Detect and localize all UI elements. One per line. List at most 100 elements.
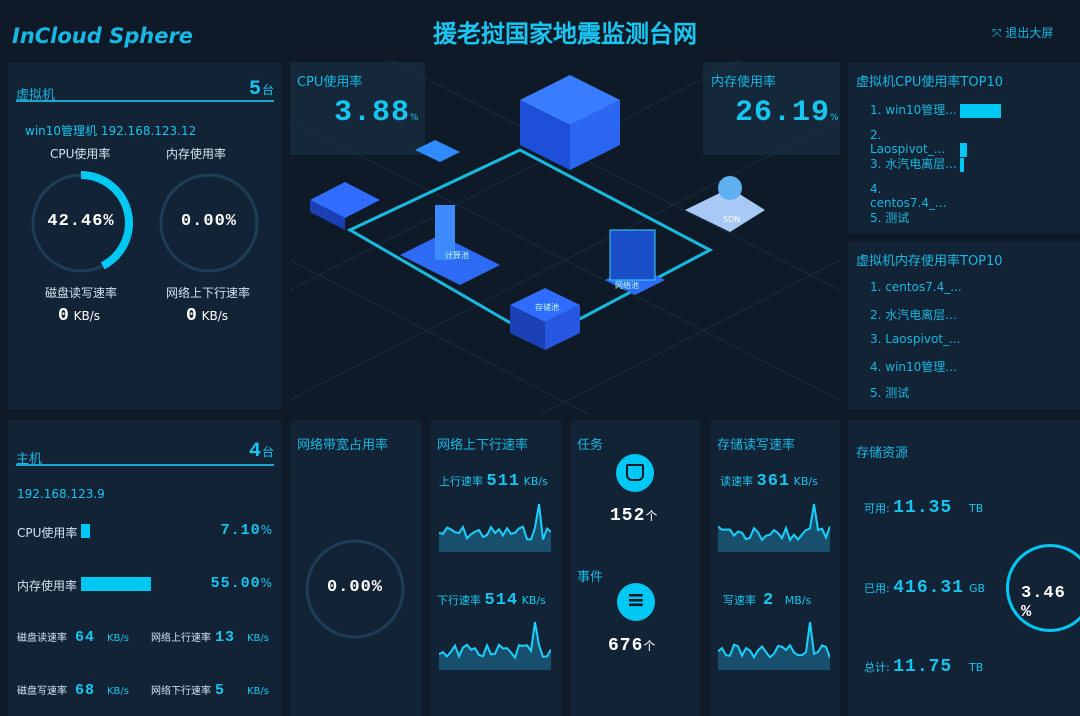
vm-net-label: 网络上下行速率 [166,286,251,300]
unit: GB [969,582,986,595]
vm-net-value: 0 [186,306,198,326]
event-icon: ≡ [617,583,655,621]
up-label: 上行速率 [439,475,483,488]
unit: KB/s [523,475,548,488]
host-title: 主机 [16,452,43,467]
item-bar [960,142,968,157]
sdn-label: SDN [723,215,740,224]
infrastructure-illustration: 计算池 存储池 网络池 SDN [290,60,840,415]
total-value: 11.75 [893,657,953,677]
vm-cpu-gauge [29,171,133,275]
total-label: 总计: [864,661,890,674]
exit-fullscreen-button[interactable]: ⤧ 退出大屏 [992,24,1053,41]
read-label: 读速率 [720,475,753,488]
pct: % [103,212,115,231]
unit: KB/s [107,633,129,644]
pct: % [225,212,237,231]
stat-value: 5 [215,682,226,699]
host-mem-value: 55.00 [210,575,261,592]
cpu-top-item: 3. 水汽电离层... [870,155,965,172]
bandwidth-panel: 网络带宽占用率 0.00% [290,420,422,716]
stat-label: 磁盘读速率 [17,633,67,644]
bandwidth-gauge [305,539,405,639]
host-unit: 台 [261,445,274,459]
cpu-top-title: 虚拟机CPU使用率TOP10 [856,75,1003,90]
vm-header: 虚拟机 5台 [16,76,274,103]
read-value: 361 [756,472,791,491]
stat-value: 13 [215,629,236,646]
vm-disk-label: 磁盘读写速率 [45,286,118,300]
down-label: 下行速率 [437,594,481,607]
write-label: 写速率 [723,594,756,607]
bandwidth-value: 0.00 [326,578,372,597]
vm-disk-value: 0 [58,306,70,326]
vm-title: 虚拟机 [16,88,56,103]
stat-label: 网络下行速率 [151,686,211,697]
unit: 个 [645,509,658,523]
mem-top-panel: 虚拟机内存使用率TOP10 1. centos7.4_... 2. 水汽电离层..… [848,241,1080,410]
storage-rate-title: 存储读写速率 [717,438,796,453]
logo: InCloud Sphere [12,24,194,48]
network-pool-label: 网络池 [615,280,639,290]
unit: KB/s [107,686,129,697]
storage-pct: 3.46 [1021,584,1066,603]
page-title: 援老挝国家地震监测台网 [433,20,697,48]
unit: KB/s [247,686,269,697]
cpu-top-panel: 虚拟机CPU使用率TOP10 1. win10管理... 2. Laospivot… [848,62,1080,233]
unit: 个 [643,639,656,653]
mem-top-item: 1. centos7.4_... [870,280,962,294]
vm-name: win10管理机 192.168.123.12 [25,124,197,138]
unit: % [1021,603,1033,622]
host-count: 4 [248,440,262,463]
host-stat: 磁盘写速率 68 KB/s [17,682,129,699]
host-stat: 磁盘读速率 64 KB/s [17,629,129,646]
mem-top-title: 虚拟机内存使用率TOP10 [856,254,1003,269]
item-label: 3. 水汽电离层... [870,157,957,171]
host-cpu-label: CPU使用率 [17,526,78,540]
task-icon [616,454,654,492]
host-mem-label: 内存使用率 [17,579,78,593]
used-label: 已用: [864,582,890,595]
event-value: 676 [608,636,644,656]
cpu-top-item: 5. 测试 [870,209,960,226]
mem-top-item: 2. 水汽电离层... [870,308,957,322]
vm-mem-label: 内存使用率 [166,147,227,161]
event-title: 事件 [577,570,604,585]
item-bar [960,103,1001,118]
mem-top-item: 4. win10管理... [870,360,957,374]
vm-cpu-label: CPU使用率 [50,147,111,161]
avail-value: 11.35 [893,498,953,518]
exit-label: 退出大屏 [1005,26,1054,40]
vm-panel: 虚拟机 5台 win10管理机 192.168.123.12 CPU使用率 内存… [8,62,282,410]
mem-panel: 内存使用率 26.19% [703,62,840,155]
vm-mem-gauge [159,173,259,273]
vm-mem-value: 0.00 [180,212,226,231]
unit: % [371,578,383,597]
mem-top-item: 3. Laospivot_... [870,332,961,346]
avail-label: 可用: [864,502,890,515]
vm-unit: 台 [261,83,274,97]
task-title: 任务 [577,438,604,453]
cpu-panel: CPU使用率 3.88% [290,62,425,155]
stat-label: 磁盘写速率 [17,686,67,697]
stat-value: 64 [75,629,96,646]
stat-label: 网络上行速率 [151,633,211,644]
compute-pool-label: 计算池 [445,250,469,260]
storage-gauge [1006,544,1080,632]
up-value: 511 [486,472,521,491]
mem-top-item: 5. 测试 [870,386,910,400]
cpu-top-item: 4. centos7.4_... [870,182,960,210]
unit: % [410,113,419,123]
stat-value: 68 [75,682,96,699]
down-value: 514 [484,591,519,610]
download-sparkline [439,621,551,670]
unit: KB/s [201,309,229,323]
unit: MB/s [784,594,812,607]
unit: KB/s [247,633,269,644]
host-cpu-bar [81,524,151,541]
host-stat: 网络下行速率 5 KB/s [151,682,269,699]
storage-panel: 存储资源 可用: 11.35 TB 已用: 416.31 GB 总计: 11.75 T… [848,420,1080,716]
pct: % [260,523,272,537]
host-stat: 网络上行速率 13 KB/s [151,629,269,646]
item-bar [960,157,965,172]
